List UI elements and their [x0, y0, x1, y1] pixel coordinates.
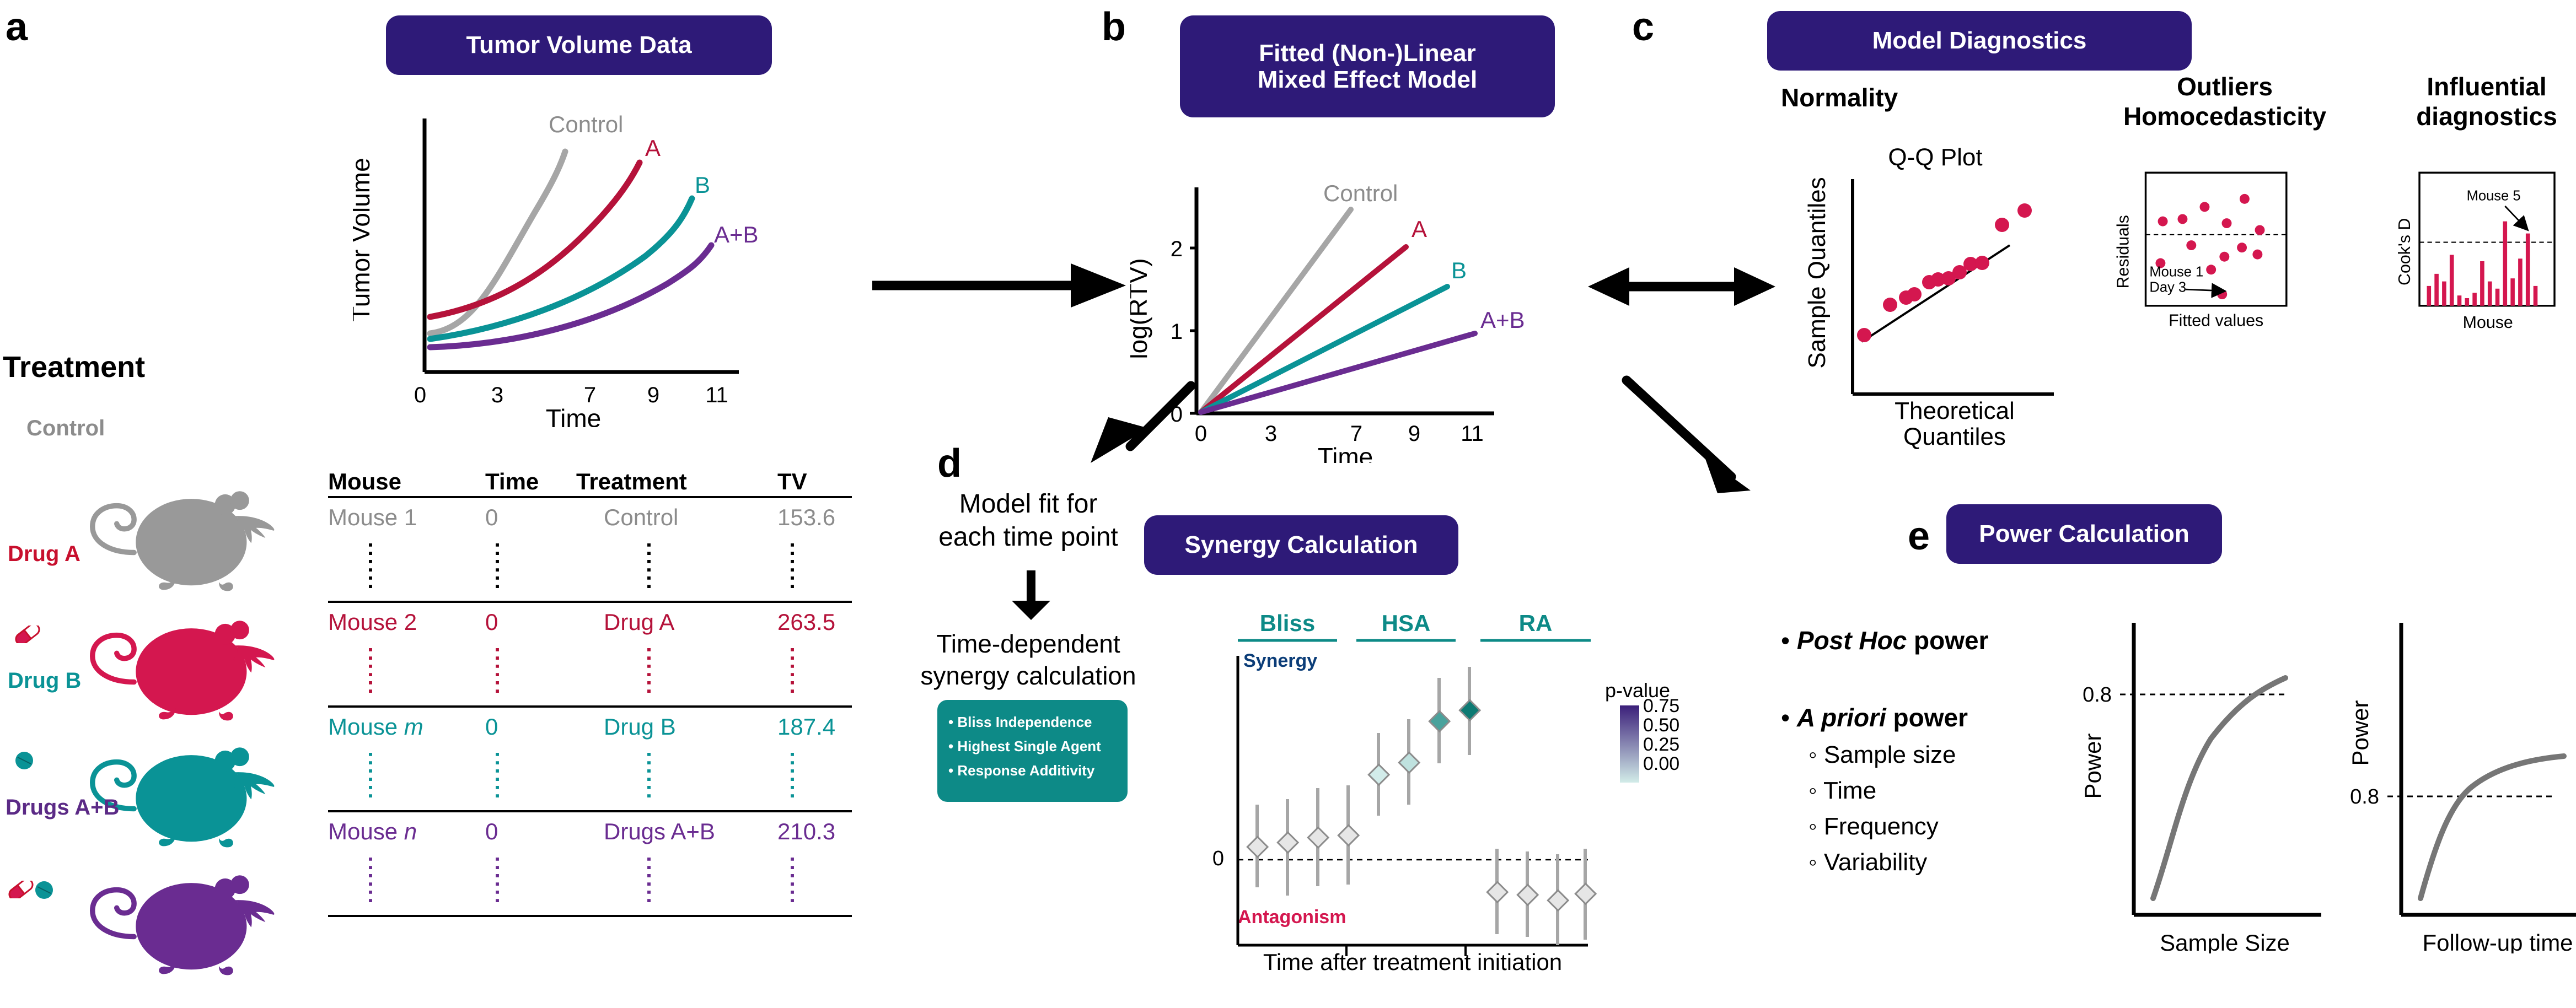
- svg-text:A: A: [1412, 216, 1427, 242]
- svg-text:A: A: [645, 135, 661, 161]
- svg-text:B: B: [695, 172, 710, 198]
- svg-text:B: B: [1451, 257, 1467, 283]
- svg-text:0: 0: [414, 383, 426, 407]
- svg-text:log(RTV): log(RTV): [1130, 258, 1152, 359]
- svg-text:11: 11: [1461, 422, 1484, 446]
- svg-text:2: 2: [1171, 237, 1183, 261]
- svg-text:9: 9: [1408, 422, 1420, 446]
- svg-text:0.75: 0.75: [1643, 696, 1679, 716]
- svg-text:Mouse 5: Mouse 5: [2467, 188, 2521, 204]
- svg-text:9: 9: [647, 383, 659, 407]
- svg-text:3: 3: [1265, 422, 1277, 446]
- svg-text:Quantiles: Quantiles: [1903, 423, 2006, 450]
- svg-text:Mouse 1: Mouse 1: [2149, 265, 2203, 280]
- svg-text:Sample Quantiles: Sample Quantiles: [1804, 177, 1831, 368]
- svg-text:0.00: 0.00: [1643, 753, 1679, 774]
- svg-text:Fitted values: Fitted values: [2169, 311, 2263, 330]
- svg-text:A+B: A+B: [1480, 307, 1525, 333]
- svg-text:Cook's D: Cook's D: [2396, 218, 2414, 285]
- svg-text:Day 3: Day 3: [2149, 279, 2186, 295]
- svg-text:0.25: 0.25: [1643, 734, 1679, 755]
- svg-text:0.8: 0.8: [2083, 683, 2112, 707]
- svg-text:HSA: HSA: [1382, 612, 1431, 636]
- svg-text:Time after treatment initiatio: Time after treatment initiation: [1263, 949, 1562, 975]
- svg-text:Bliss: Bliss: [1260, 612, 1315, 636]
- svg-text:Follow-up time: Follow-up time: [2422, 930, 2573, 953]
- svg-text:1: 1: [1171, 320, 1183, 344]
- svg-text:RA: RA: [1519, 612, 1553, 636]
- svg-text:0.50: 0.50: [1643, 715, 1679, 736]
- svg-text:11: 11: [705, 383, 728, 407]
- svg-text:Time: Time: [546, 404, 602, 427]
- svg-text:Power: Power: [2347, 700, 2373, 766]
- svg-text:Antagonism: Antagonism: [1238, 907, 1346, 928]
- svg-text:Theoretical: Theoretical: [1895, 397, 2015, 424]
- svg-text:Control: Control: [549, 111, 623, 137]
- svg-text:0: 0: [1195, 422, 1207, 446]
- svg-text:0: 0: [1171, 402, 1183, 427]
- svg-text:A+B: A+B: [714, 222, 759, 247]
- svg-text:3: 3: [491, 383, 503, 407]
- svg-text:Residuals: Residuals: [2114, 215, 2132, 288]
- svg-text:Tumor Volume: Tumor Volume: [353, 158, 375, 321]
- svg-text:Q-Q Plot: Q-Q Plot: [1888, 144, 1982, 171]
- svg-text:Time: Time: [1318, 443, 1373, 463]
- svg-text:0.8: 0.8: [2350, 785, 2379, 808]
- svg-text:Sample Size: Sample Size: [2160, 930, 2290, 953]
- svg-text:Synergy: Synergy: [1243, 650, 1317, 671]
- svg-text:Power: Power: [2080, 733, 2106, 799]
- svg-text:0: 0: [1212, 847, 1224, 870]
- svg-text:Control: Control: [1323, 180, 1398, 206]
- svg-text:Mouse: Mouse: [2463, 314, 2513, 332]
